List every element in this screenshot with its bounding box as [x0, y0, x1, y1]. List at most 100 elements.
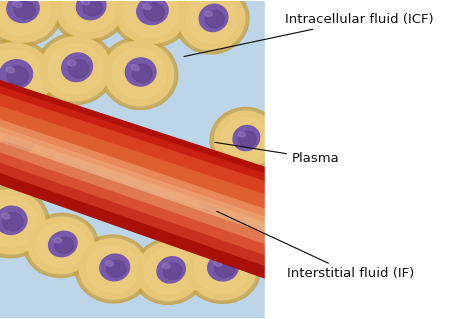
- Ellipse shape: [137, 0, 168, 25]
- Ellipse shape: [163, 263, 182, 279]
- Ellipse shape: [36, 224, 87, 267]
- Ellipse shape: [104, 41, 173, 106]
- Ellipse shape: [36, 33, 115, 105]
- Ellipse shape: [14, 1, 35, 19]
- Ellipse shape: [48, 44, 103, 94]
- Ellipse shape: [186, 0, 237, 43]
- Ellipse shape: [0, 50, 43, 101]
- Ellipse shape: [76, 0, 106, 20]
- Ellipse shape: [0, 113, 52, 175]
- Bar: [264, 1, 471, 318]
- Text: Interstitial fluid (IF): Interstitial fluid (IF): [217, 211, 414, 280]
- Text: Intracellular fluid (ICF): Intracellular fluid (ICF): [184, 13, 434, 56]
- Ellipse shape: [186, 177, 237, 224]
- Ellipse shape: [210, 108, 280, 172]
- Ellipse shape: [7, 66, 28, 85]
- Ellipse shape: [87, 246, 139, 292]
- Ellipse shape: [205, 192, 212, 198]
- Ellipse shape: [187, 238, 256, 300]
- Ellipse shape: [28, 217, 94, 274]
- Ellipse shape: [143, 4, 151, 10]
- Polygon shape: [0, 164, 266, 267]
- Ellipse shape: [199, 4, 228, 32]
- Ellipse shape: [105, 261, 113, 266]
- Ellipse shape: [137, 242, 202, 300]
- Ellipse shape: [239, 131, 256, 147]
- Ellipse shape: [175, 0, 249, 54]
- Polygon shape: [0, 87, 266, 182]
- Ellipse shape: [179, 0, 245, 50]
- Ellipse shape: [6, 67, 15, 73]
- Ellipse shape: [157, 257, 185, 283]
- Bar: [0, 1, 266, 318]
- Ellipse shape: [111, 0, 191, 47]
- Ellipse shape: [100, 38, 178, 109]
- Ellipse shape: [0, 0, 58, 42]
- Ellipse shape: [214, 111, 275, 168]
- Ellipse shape: [221, 118, 269, 161]
- Ellipse shape: [1, 213, 10, 219]
- Ellipse shape: [233, 125, 260, 151]
- Ellipse shape: [75, 235, 151, 303]
- Ellipse shape: [9, 135, 30, 153]
- Ellipse shape: [48, 231, 77, 257]
- Ellipse shape: [132, 238, 207, 304]
- Ellipse shape: [175, 167, 249, 235]
- Ellipse shape: [208, 254, 238, 281]
- Ellipse shape: [100, 254, 129, 281]
- Ellipse shape: [62, 53, 92, 82]
- Polygon shape: [0, 127, 266, 230]
- Ellipse shape: [0, 197, 37, 247]
- Ellipse shape: [214, 261, 222, 266]
- Ellipse shape: [83, 0, 102, 16]
- Ellipse shape: [123, 0, 178, 36]
- Ellipse shape: [0, 120, 44, 168]
- Ellipse shape: [204, 11, 212, 17]
- Ellipse shape: [55, 237, 74, 253]
- Polygon shape: [0, 81, 266, 174]
- Ellipse shape: [0, 109, 56, 179]
- Polygon shape: [0, 153, 266, 256]
- Ellipse shape: [107, 260, 126, 278]
- Ellipse shape: [199, 186, 228, 212]
- Ellipse shape: [69, 60, 89, 78]
- Ellipse shape: [194, 245, 248, 293]
- Ellipse shape: [162, 263, 170, 269]
- Polygon shape: [0, 120, 266, 223]
- Ellipse shape: [9, 136, 17, 141]
- Ellipse shape: [0, 186, 49, 258]
- Ellipse shape: [40, 37, 110, 101]
- Ellipse shape: [0, 206, 27, 234]
- Ellipse shape: [215, 260, 235, 278]
- Ellipse shape: [144, 3, 164, 21]
- Ellipse shape: [179, 171, 245, 231]
- Polygon shape: [0, 132, 266, 234]
- Ellipse shape: [51, 0, 128, 42]
- Ellipse shape: [13, 1, 22, 7]
- Ellipse shape: [0, 190, 45, 254]
- Ellipse shape: [79, 239, 147, 299]
- Polygon shape: [0, 174, 266, 278]
- Text: Plasma: Plasma: [215, 142, 340, 165]
- Ellipse shape: [125, 58, 156, 86]
- Ellipse shape: [206, 192, 224, 209]
- Ellipse shape: [67, 60, 76, 66]
- Ellipse shape: [0, 0, 50, 35]
- Ellipse shape: [82, 0, 90, 5]
- Ellipse shape: [3, 129, 34, 156]
- Polygon shape: [0, 94, 266, 196]
- Ellipse shape: [24, 213, 99, 278]
- Ellipse shape: [54, 238, 62, 243]
- Ellipse shape: [182, 234, 260, 303]
- Ellipse shape: [112, 49, 166, 99]
- Ellipse shape: [131, 65, 139, 71]
- Ellipse shape: [7, 0, 39, 23]
- Polygon shape: [0, 143, 266, 245]
- Ellipse shape: [55, 0, 123, 38]
- Ellipse shape: [63, 0, 116, 31]
- Polygon shape: [0, 107, 266, 210]
- Ellipse shape: [238, 132, 246, 137]
- Ellipse shape: [206, 11, 224, 28]
- Ellipse shape: [0, 39, 56, 113]
- Ellipse shape: [2, 212, 23, 231]
